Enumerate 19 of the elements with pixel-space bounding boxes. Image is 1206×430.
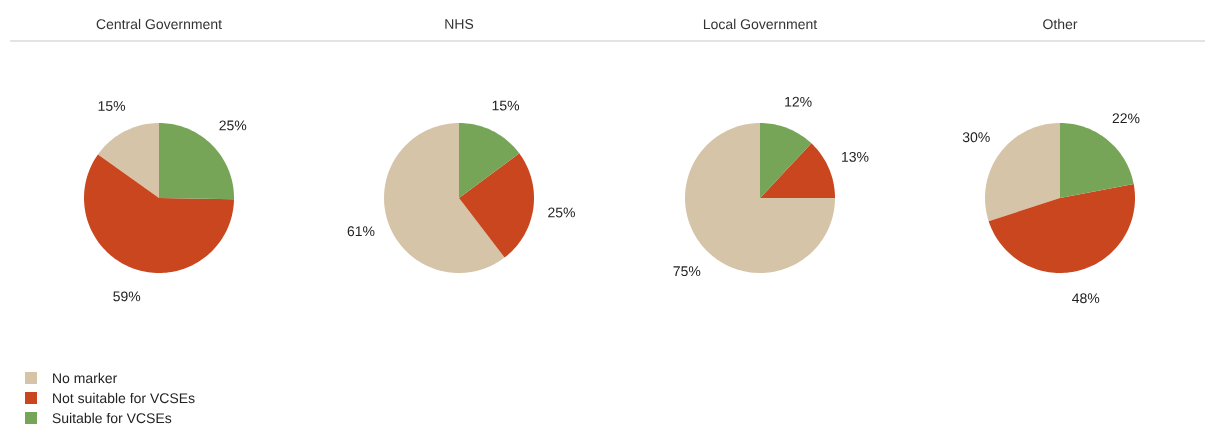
data-label: 13%	[842, 151, 869, 162]
data-label: 15%	[492, 100, 520, 111]
chart-title: Central Government	[96, 18, 222, 30]
data-label: 25%	[548, 207, 575, 218]
legend-label: Not suitable for VCSEs	[53, 392, 195, 404]
data-label: 22%	[1112, 113, 1140, 124]
legend-label: Suitable for VCSEs	[52, 412, 172, 424]
data-label: 30%	[962, 132, 990, 143]
chart-title: Local Government	[703, 18, 818, 30]
data-label: 61%	[347, 226, 375, 237]
legend-label: No marker	[53, 372, 118, 384]
chart-title: Other	[1043, 18, 1078, 30]
data-label: 15%	[98, 101, 126, 111]
data-label: 48%	[1072, 293, 1100, 304]
chart-title: NHS	[445, 19, 474, 29]
data-label: 25%	[219, 120, 247, 131]
data-label: 75%	[673, 266, 701, 277]
data-label: 12%	[785, 96, 812, 107]
data-label: 59%	[113, 291, 141, 302]
